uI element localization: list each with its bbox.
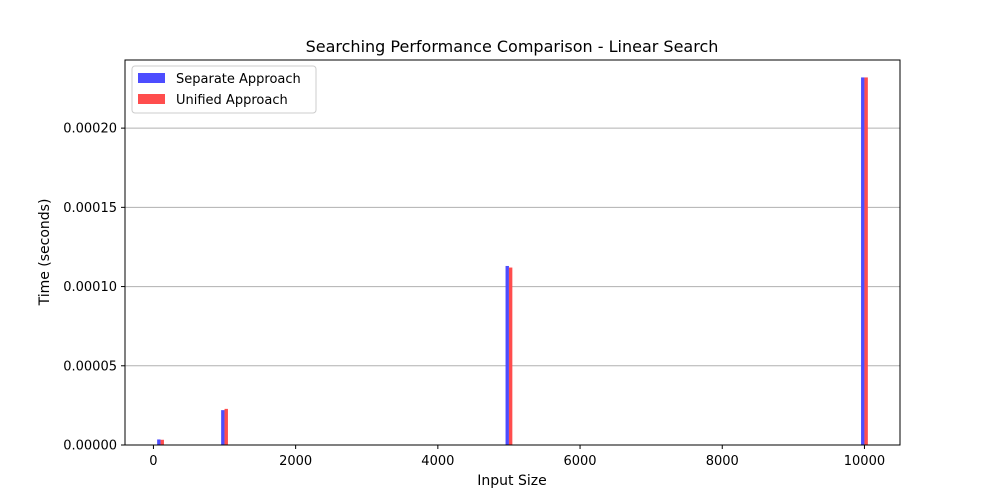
bar-unified	[160, 439, 164, 445]
x-tick-label: 10000	[844, 454, 885, 469]
x-axis-ticks: 0 2000 4000 6000 8000 10000	[149, 445, 885, 469]
legend: Separate Approach Unified Approach	[131, 65, 317, 114]
legend-swatch-unified	[138, 94, 165, 104]
plot-frame	[124, 59, 901, 446]
bar-separate	[157, 439, 161, 445]
legend-swatch-separate	[138, 73, 165, 83]
x-tick-label: 6000	[563, 454, 596, 469]
bars	[157, 77, 868, 446]
y-axis-label: Time (seconds)	[37, 199, 53, 307]
bar-unified	[508, 267, 513, 445]
bar-unified	[864, 77, 868, 446]
bar-unified	[224, 408, 228, 445]
y-tick-label: 0.00020	[63, 122, 117, 137]
legend-box	[131, 65, 317, 114]
chart-title: Searching Performance Comparison - Linea…	[306, 37, 719, 56]
x-tick-label: 4000	[421, 454, 454, 469]
legend-label-separate: Separate Approach	[176, 72, 301, 87]
plot-area	[125, 60, 900, 445]
y-tick-label: 0.00000	[63, 439, 117, 454]
y-axis-ticks: 0.00000 0.00005 0.00010 0.00015 0.00020	[63, 122, 125, 454]
x-tick-label: 0	[149, 454, 157, 469]
bar-separate	[221, 410, 225, 445]
bar-separate	[505, 265, 509, 445]
legend-label-unified: Unified Approach	[176, 93, 288, 108]
y-tick-label: 0.00015	[63, 201, 117, 216]
y-tick-label: 0.00005	[63, 359, 117, 374]
x-tick-label: 2000	[279, 454, 312, 469]
x-tick-label: 8000	[706, 454, 739, 469]
y-tick-label: 0.00010	[63, 280, 117, 295]
x-axis-label: Input Size	[477, 473, 546, 489]
grid	[125, 127, 900, 367]
bar-separate	[861, 77, 865, 446]
